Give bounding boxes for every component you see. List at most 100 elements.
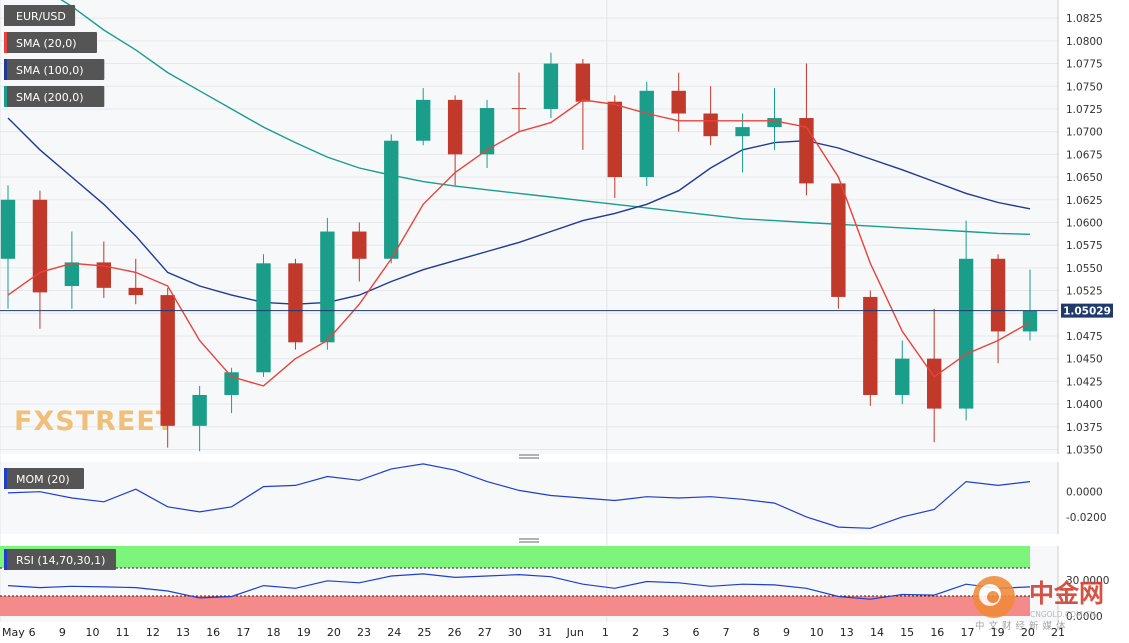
price-tick-label: 1.0825 [1066,13,1103,25]
price-axis-ticks: 1.0825 1.0800 1.0775 1.0750 1.0725 1.0700 1.06… [1066,13,1103,456]
candle-body [192,394,207,426]
candle-body [288,263,303,343]
candle-body [447,99,463,155]
price-tick-label: 1.0750 [1066,81,1103,93]
date-label: 8 [753,626,760,639]
legend: EUR/USD SMA (20,0) SMA (100,0) SMA (200,0) [4,5,105,107]
date-label: 1 [602,626,609,639]
legend-label: SMA (20,0) [16,37,77,50]
date-label: 15 [900,626,914,639]
date-label: 9 [59,626,66,639]
legend-item-bg [4,32,97,53]
rsi-oversold-zone [0,596,1030,616]
date-label: 20 [1021,626,1035,639]
legend-item-bg [4,86,105,107]
price-tick-label: 1.0375 [1066,422,1103,434]
candle-body [128,287,143,296]
candle-body [895,358,910,395]
mom-series-line [7,463,1031,529]
sma-200-path [60,0,1031,235]
last-price-label: 1.05029 [1063,306,1111,318]
sma-100-line [7,117,1031,305]
mom-tick-label: -0.0200 [1066,512,1107,524]
price-tick-label: 1.0350 [1066,444,1103,456]
candle-body [671,90,686,114]
price-tick-label: 1.0400 [1066,399,1103,411]
date-label: 13 [176,626,190,639]
candle-body [352,231,367,259]
cngold-url: CNGOLD.COM.CN [1030,610,1096,619]
date-label: 23 [357,626,371,639]
candle-body [256,263,271,373]
price-tick-label: 1.0675 [1066,149,1103,161]
mom-panel [0,462,1058,534]
price-tick-label: 1.0625 [1066,195,1103,207]
cngold-tagline: 中文财经新媒体 [975,620,1070,632]
legend-swatch [4,5,7,26]
candle-body [831,183,846,297]
candle-body [0,199,16,259]
legend-swatch [4,86,7,107]
candle-body [64,262,80,287]
price-tick-label: 1.0475 [1066,331,1103,343]
rsi-legend-label: RSI (14,70,30,1) [16,554,105,567]
candle-body [735,127,750,137]
sma-20-path [7,99,1031,387]
date-label: 12 [146,626,160,639]
legend-swatch [4,59,7,80]
price-tick-label: 1.0575 [1066,240,1103,252]
date-label: 19 [991,626,1005,639]
fxstreet-watermark: FXSTREET [14,406,175,437]
mom-axis-ticks: 0.0000 -0.0200 [1066,487,1107,524]
date-label: 31 [538,626,552,639]
mom-tick-label: 0.0000 [1066,487,1103,499]
resize-grip-rsi[interactable] [519,538,539,543]
date-label: 13 [840,626,854,639]
resize-grip-mom[interactable] [519,454,539,459]
price-tick-label: 1.0550 [1066,263,1103,275]
date-label: 7 [723,626,730,639]
date-label: Jun [566,626,584,639]
candle-body [575,63,591,102]
candle-body [479,108,495,155]
price-tick-label: 1.0725 [1066,104,1103,116]
date-label: 27 [478,626,492,639]
date-label: 19 [297,626,311,639]
legend-item-bg [4,59,105,80]
date-label: 14 [870,626,884,639]
date-label: 26 [448,626,462,639]
candle-body [543,63,559,109]
date-label: 21 [1051,626,1065,639]
price-tick-label: 1.0650 [1066,172,1103,184]
date-axis: May 6 9 10 11 12 13 16 17 18 19 20 23 24 25 26 27 30 31 Jun… [2,626,1065,639]
date-label: 10 [86,626,100,639]
date-label: 17 [960,626,974,639]
candle-body [384,140,399,259]
candle-body [416,99,431,141]
candle-body [224,372,239,395]
date-label: May [2,626,25,639]
rsi-path [7,573,1031,600]
date-label: 10 [810,626,824,639]
date-label: 30 [508,626,522,639]
price-tick-label: 1.0450 [1066,354,1103,366]
candle-body [703,113,718,137]
legend-label: EUR/USD [16,10,66,23]
candle-body [160,295,175,426]
price-tick-label: 1.0525 [1066,286,1103,298]
date-label: 20 [327,626,341,639]
legend-label: SMA (200,0) [16,91,84,104]
date-label: 11 [116,626,130,639]
date-label: 17 [236,626,250,639]
mom-legend: MOM (20) [4,468,84,489]
date-label: 16 [930,626,944,639]
candle-body [927,358,942,409]
candle-body [607,101,622,178]
price-tick-label: 1.0775 [1066,59,1103,71]
legend-label: SMA (100,0) [16,64,84,77]
date-label: 2 [632,626,639,639]
mom-path [7,463,1031,529]
date-label: 9 [783,626,790,639]
